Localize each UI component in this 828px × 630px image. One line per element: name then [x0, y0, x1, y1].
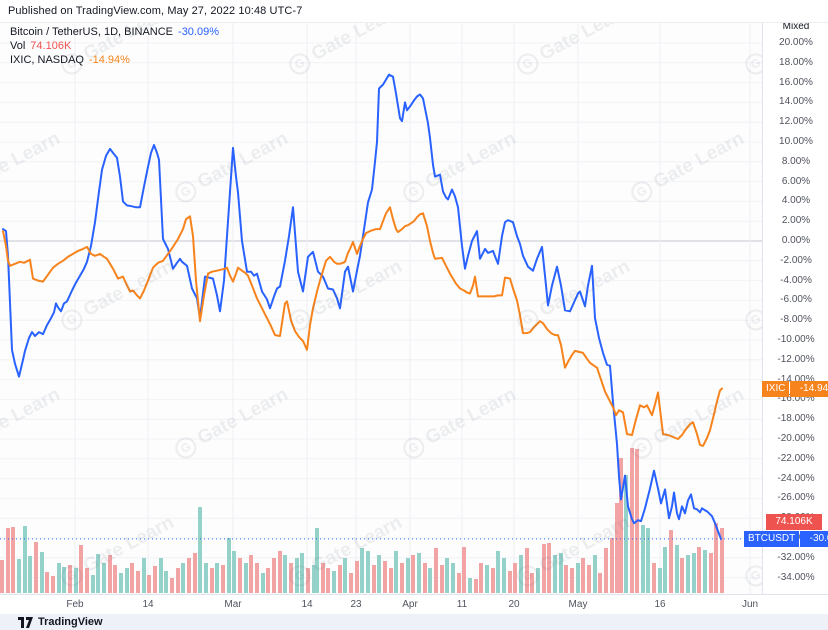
- time-tick-label: 16: [654, 599, 666, 610]
- legend-ixic-symbol: IXIC, NASDAQ: [10, 54, 84, 66]
- price-tick-label: 16.00%: [779, 76, 813, 88]
- price-tick-label: 18.00%: [779, 56, 813, 68]
- time-axis: Feb 14 Mar 14 23 Apr 11 20 May 16 Jun: [0, 594, 828, 615]
- volume-bars: [0, 448, 724, 593]
- chart-plot-area: Bitcoin / TetherUS, 1D, BINANCE -30.09% V…: [0, 22, 762, 594]
- price-tick-label: 6.00%: [781, 175, 811, 187]
- axis-mode-label: Mixed: [782, 21, 810, 32]
- price-tick-label: -8.00%: [780, 314, 812, 326]
- tradingview-logo-text: TradingView: [38, 616, 103, 628]
- time-tick-label: 23: [350, 599, 362, 610]
- time-tick-label: Apr: [402, 599, 418, 610]
- tradingview-logo[interactable]: TradingView: [18, 616, 103, 628]
- price-tick-label: 0.00%: [781, 235, 811, 246]
- price-tick-label: 8.00%: [781, 155, 811, 167]
- bottom-bar: TradingView: [0, 614, 828, 630]
- time-tick-label: 20: [508, 599, 520, 610]
- ixic-line: [2, 206, 723, 447]
- price-tick-label: -28.00%: [777, 512, 815, 524]
- legend-btc-change: -30.09%: [178, 26, 220, 38]
- price-tick-label: -30.00%: [777, 532, 815, 543]
- price-tick-label: 4.00%: [781, 195, 811, 207]
- legend-row-btc: Bitcoin / TetherUS, 1D, BINANCE -30.09%: [10, 25, 219, 39]
- price-tick-label: 10.00%: [779, 136, 813, 147]
- price-tick-label: -14.00%: [777, 373, 815, 385]
- price-tick-label: 14.00%: [779, 96, 813, 108]
- legend-btc-symbol: Bitcoin / TetherUS, 1D, BINANCE: [10, 26, 174, 38]
- tradingview-logo-icon: [18, 616, 33, 628]
- price-chart-svg: [0, 22, 762, 594]
- time-tick-label: Jun: [741, 599, 759, 610]
- grid-lines: [0, 22, 762, 594]
- btcusdt-line: [2, 73, 722, 540]
- time-tick-label: Feb: [66, 599, 84, 610]
- legend-row-ixic: IXIC, NASDAQ -14.94%: [10, 53, 219, 67]
- legend-vol-label: Vol: [10, 40, 26, 52]
- price-tick-label: 2.00%: [781, 215, 811, 227]
- published-header-bar: Published on TradingView.com, May 27, 20…: [0, 0, 828, 23]
- price-tick-label: -18.00%: [777, 413, 815, 425]
- price-tick-label: -24.00%: [777, 472, 815, 484]
- time-tick-label: May: [568, 599, 588, 610]
- price-tick-label: -32.00%: [777, 551, 815, 563]
- price-tick-label: -2.00%: [780, 254, 812, 266]
- price-tick-label: -4.00%: [780, 274, 812, 286]
- legend-vol-value: 74.106K: [30, 40, 72, 52]
- price-tick-label: 12.00%: [779, 116, 813, 128]
- chart-legend: Bitcoin / TetherUS, 1D, BINANCE -30.09% V…: [10, 25, 219, 67]
- price-tick-label: -10.00%: [777, 334, 815, 345]
- price-tick-label: -34.00%: [777, 571, 815, 583]
- price-tick-label: -12.00%: [777, 353, 815, 365]
- published-line: Published on TradingView.com, May 27, 20…: [8, 5, 303, 17]
- price-tick-label: -22.00%: [777, 452, 815, 464]
- legend-row-volume: Vol 74.106K: [10, 39, 219, 53]
- price-axis: Mixed 20.00% 18.00% 16.00% 14.00% 12.00% 10.0…: [762, 21, 828, 594]
- price-tick-label: -16.00%: [777, 393, 815, 405]
- time-tick-label: 11: [456, 599, 468, 610]
- time-tick-label: 14: [142, 599, 154, 610]
- time-tick-label: 14: [301, 599, 313, 610]
- time-tick-label: Mar: [224, 599, 242, 610]
- legend-ixic-change: -14.94%: [88, 54, 130, 66]
- price-tick-label: -26.00%: [777, 492, 815, 504]
- price-tick-label: 20.00%: [779, 37, 813, 48]
- price-tick-label: -6.00%: [780, 294, 812, 306]
- price-tick-label: -20.00%: [777, 433, 815, 444]
